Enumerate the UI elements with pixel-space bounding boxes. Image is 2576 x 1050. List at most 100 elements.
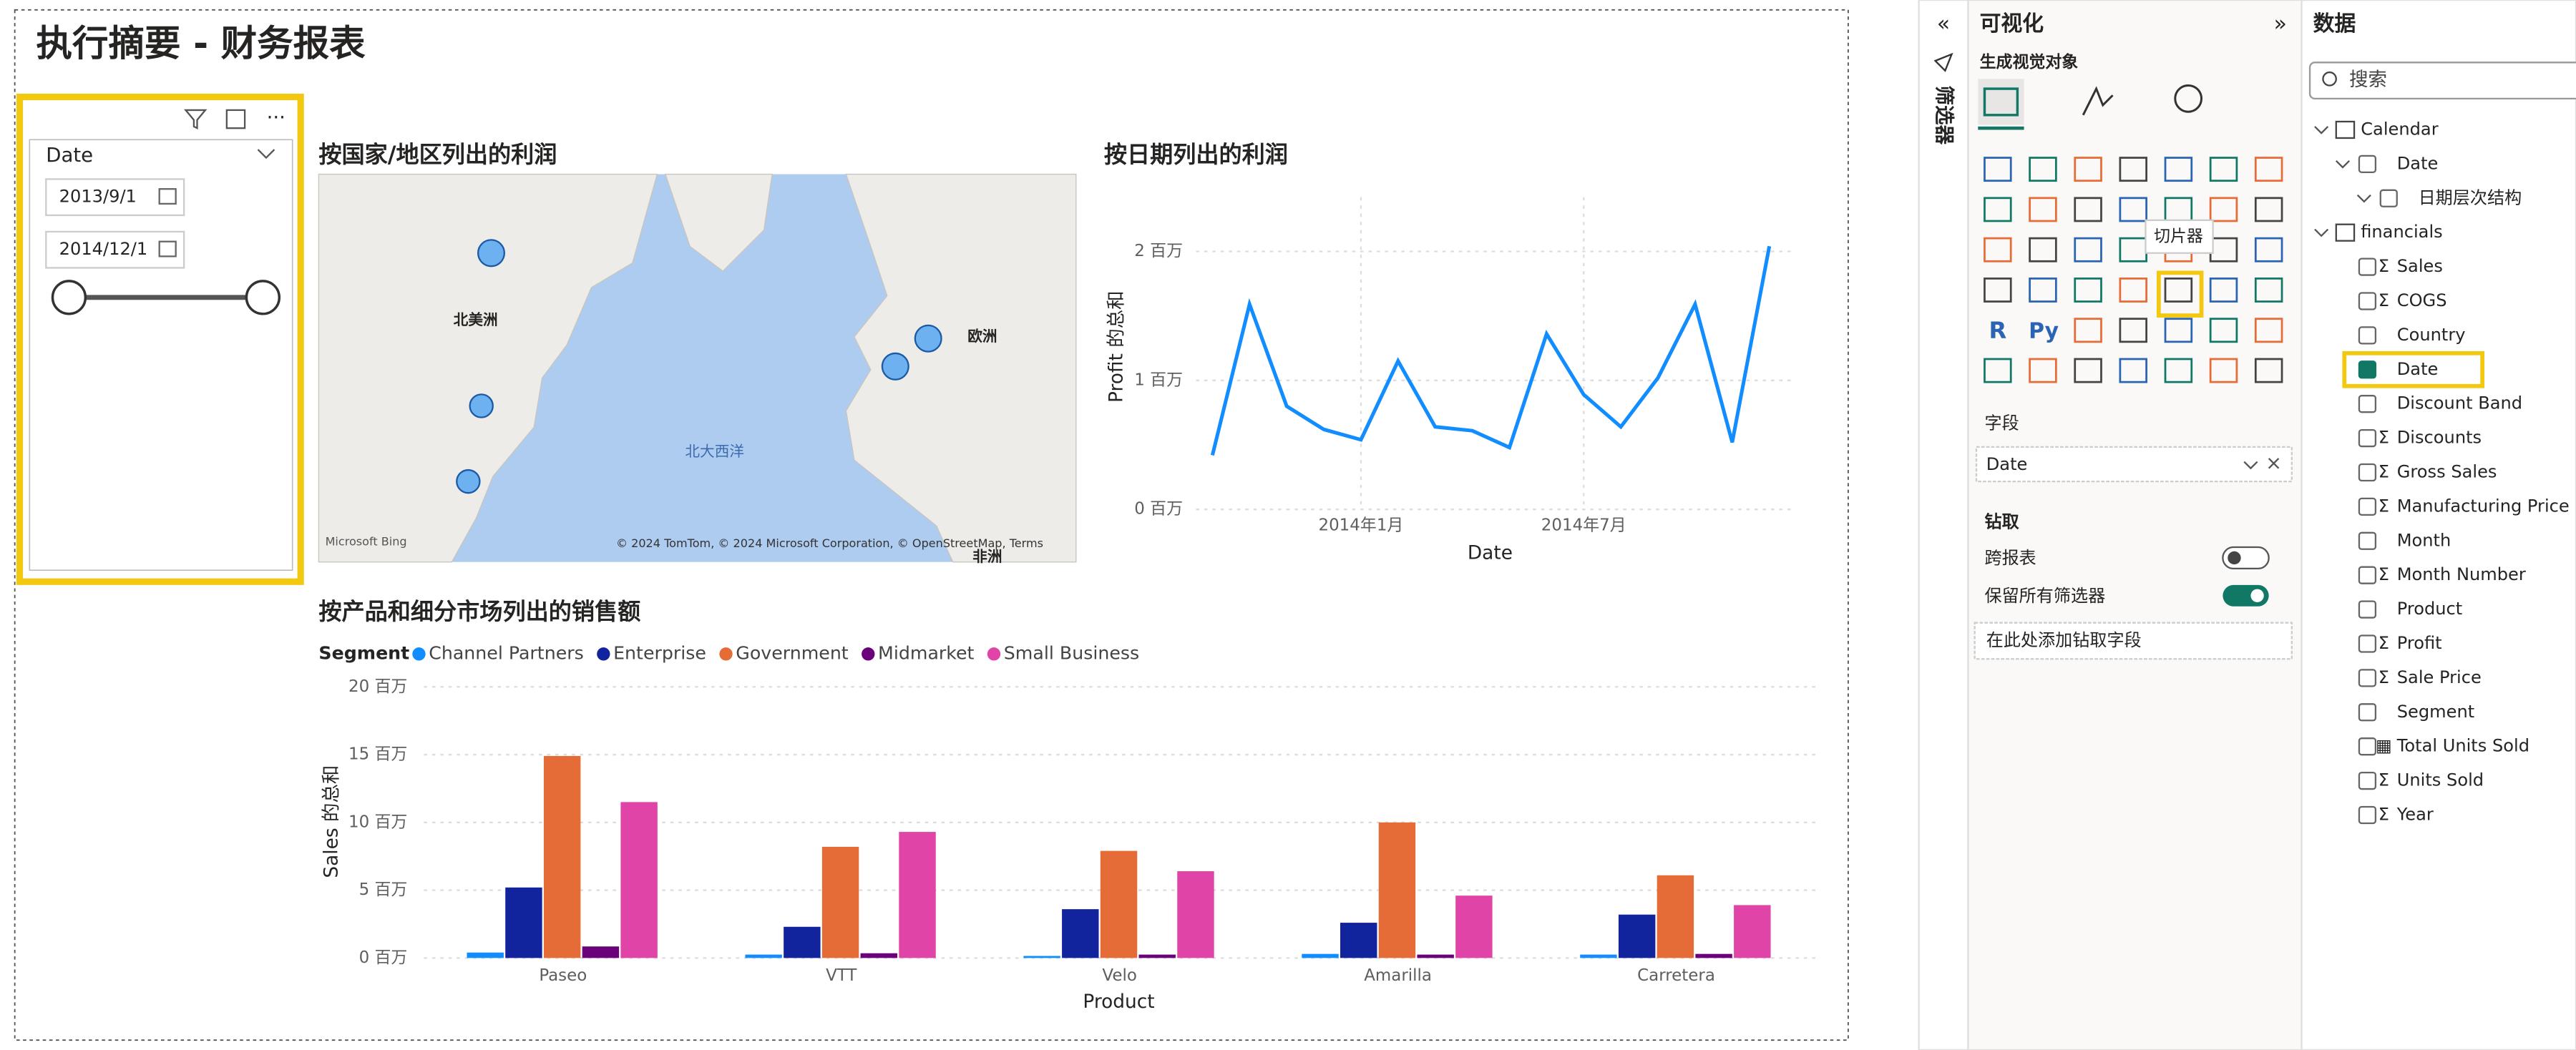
visual-icon[interactable]	[2074, 318, 2102, 343]
python-visual[interactable]: Py	[2029, 319, 2059, 344]
field-name[interactable]: Units Sold	[2397, 770, 2484, 790]
field-name[interactable]: Date	[2397, 359, 2439, 379]
checkbox[interactable]	[2358, 669, 2377, 687]
checkbox[interactable]	[2358, 805, 2377, 825]
visual-icon[interactable]	[1984, 278, 2012, 303]
visual-icon[interactable]	[2254, 197, 2283, 222]
visual-icon[interactable]	[2254, 237, 2283, 262]
bar[interactable]	[1618, 914, 1656, 958]
bar[interactable]	[1340, 923, 1377, 958]
field-name[interactable]: Segment	[2397, 702, 2474, 722]
visual-icon[interactable]	[2074, 197, 2102, 222]
field-name[interactable]: Discounts	[2397, 428, 2482, 448]
calendar-icon[interactable]	[158, 188, 177, 205]
field-name[interactable]: Sales	[2397, 256, 2443, 276]
legend-label[interactable]: Government	[736, 642, 849, 663]
visual-icon[interactable]	[2119, 197, 2147, 222]
field-name[interactable]: COGS	[2397, 290, 2447, 310]
visual-icon[interactable]	[2074, 358, 2102, 383]
checkbox[interactable]	[2379, 189, 2398, 207]
expand-chevron[interactable]	[2356, 194, 2371, 203]
checkbox[interactable]	[2358, 428, 2377, 448]
field-name[interactable]: Profit	[2397, 633, 2442, 653]
visual-icon[interactable]	[2074, 157, 2102, 182]
bar[interactable]	[620, 802, 658, 958]
bar[interactable]	[1062, 909, 1099, 958]
bar[interactable]	[1657, 875, 1694, 958]
calendar-icon[interactable]	[158, 240, 177, 257]
chevron[interactable]	[257, 149, 275, 160]
visual-icon[interactable]	[1984, 157, 2012, 182]
visual-icon[interactable]	[2119, 278, 2147, 303]
expand-chevron[interactable]	[2335, 160, 2350, 169]
filters-pane[interactable]	[1918, 0, 1969, 1050]
bar[interactable]	[1023, 956, 1060, 958]
bar[interactable]	[745, 954, 782, 958]
checkbox[interactable]	[2358, 292, 2377, 310]
bar[interactable]	[860, 953, 898, 958]
bar[interactable]	[582, 946, 620, 958]
bar[interactable]	[1695, 953, 1732, 958]
checkbox[interactable]	[2358, 154, 2377, 174]
bubble[interactable]	[914, 324, 942, 353]
bubble[interactable]	[477, 239, 505, 268]
field-name[interactable]: Country	[2397, 325, 2466, 345]
field-name[interactable]: 日期层次结构	[2419, 187, 2522, 207]
analytics-tab[interactable]	[2174, 84, 2203, 113]
visual-icon[interactable]	[2164, 358, 2193, 383]
visual-icon[interactable]	[2119, 318, 2147, 343]
visual-icon[interactable]	[2074, 278, 2102, 303]
field-name[interactable]: Year	[2396, 804, 2434, 824]
checkbox[interactable]	[2358, 326, 2377, 345]
visual-icon[interactable]	[2164, 318, 2193, 343]
visual-icon[interactable]	[2209, 197, 2238, 222]
checkbox[interactable]	[2358, 497, 2377, 516]
visual-icon[interactable]	[2209, 157, 2238, 182]
bar[interactable]	[1580, 954, 1617, 958]
legend-label[interactable]: Enterprise	[613, 642, 706, 663]
checkbox[interactable]	[2358, 703, 2377, 722]
expand-chevron[interactable]	[2314, 228, 2329, 237]
slider-handle[interactable]	[245, 280, 281, 315]
checkbox[interactable]	[2358, 360, 2377, 379]
field-name[interactable]: Month	[2397, 530, 2451, 550]
checkbox[interactable]	[2358, 600, 2377, 619]
bubble[interactable]	[456, 468, 481, 494]
bar[interactable]	[1138, 954, 1176, 958]
bubble[interactable]	[881, 352, 909, 381]
checkbox[interactable]	[2358, 566, 2377, 584]
bar[interactable]	[505, 887, 542, 958]
expand-chevron[interactable]	[2314, 126, 2329, 134]
visual-icon[interactable]	[2164, 157, 2193, 182]
format-tab[interactable]	[2082, 86, 2114, 116]
legend-label[interactable]: Channel Partners	[429, 642, 584, 663]
bar[interactable]	[1417, 954, 1454, 958]
visual-icon[interactable]	[2164, 278, 2193, 303]
field-name[interactable]: Discount Band	[2397, 393, 2522, 413]
field-name[interactable]: Month Number	[2397, 564, 2526, 584]
legend-label[interactable]: Midmarket	[878, 642, 974, 663]
slider-handle[interactable]	[51, 280, 87, 315]
field-name[interactable]: Total Units Sold	[2396, 736, 2529, 756]
visual-icon[interactable]	[2029, 197, 2057, 222]
visual-icon[interactable]	[2209, 278, 2238, 303]
bar[interactable]	[1177, 871, 1214, 958]
visual-icon[interactable]	[2209, 318, 2238, 343]
date-input[interactable]	[45, 230, 185, 269]
visual-icon[interactable]	[2029, 237, 2057, 262]
visual-icon[interactable]	[2254, 278, 2283, 303]
more-icon[interactable]: ···	[267, 106, 286, 129]
field-well[interactable]	[1975, 446, 2293, 483]
bar[interactable]	[784, 926, 821, 958]
visual-icon[interactable]	[2029, 157, 2057, 182]
bar[interactable]	[1734, 905, 1771, 958]
bar[interactable]	[899, 832, 936, 958]
bar[interactable]	[1378, 822, 1416, 958]
bar[interactable]	[1100, 850, 1138, 958]
drill-well[interactable]	[1974, 622, 2293, 660]
visual-icon[interactable]	[2254, 157, 2283, 182]
r-visual[interactable]: R	[1989, 317, 2006, 344]
visual-icon[interactable]	[2254, 358, 2283, 383]
field-controls[interactable]	[2243, 458, 2280, 470]
checkbox[interactable]	[2358, 395, 2377, 413]
